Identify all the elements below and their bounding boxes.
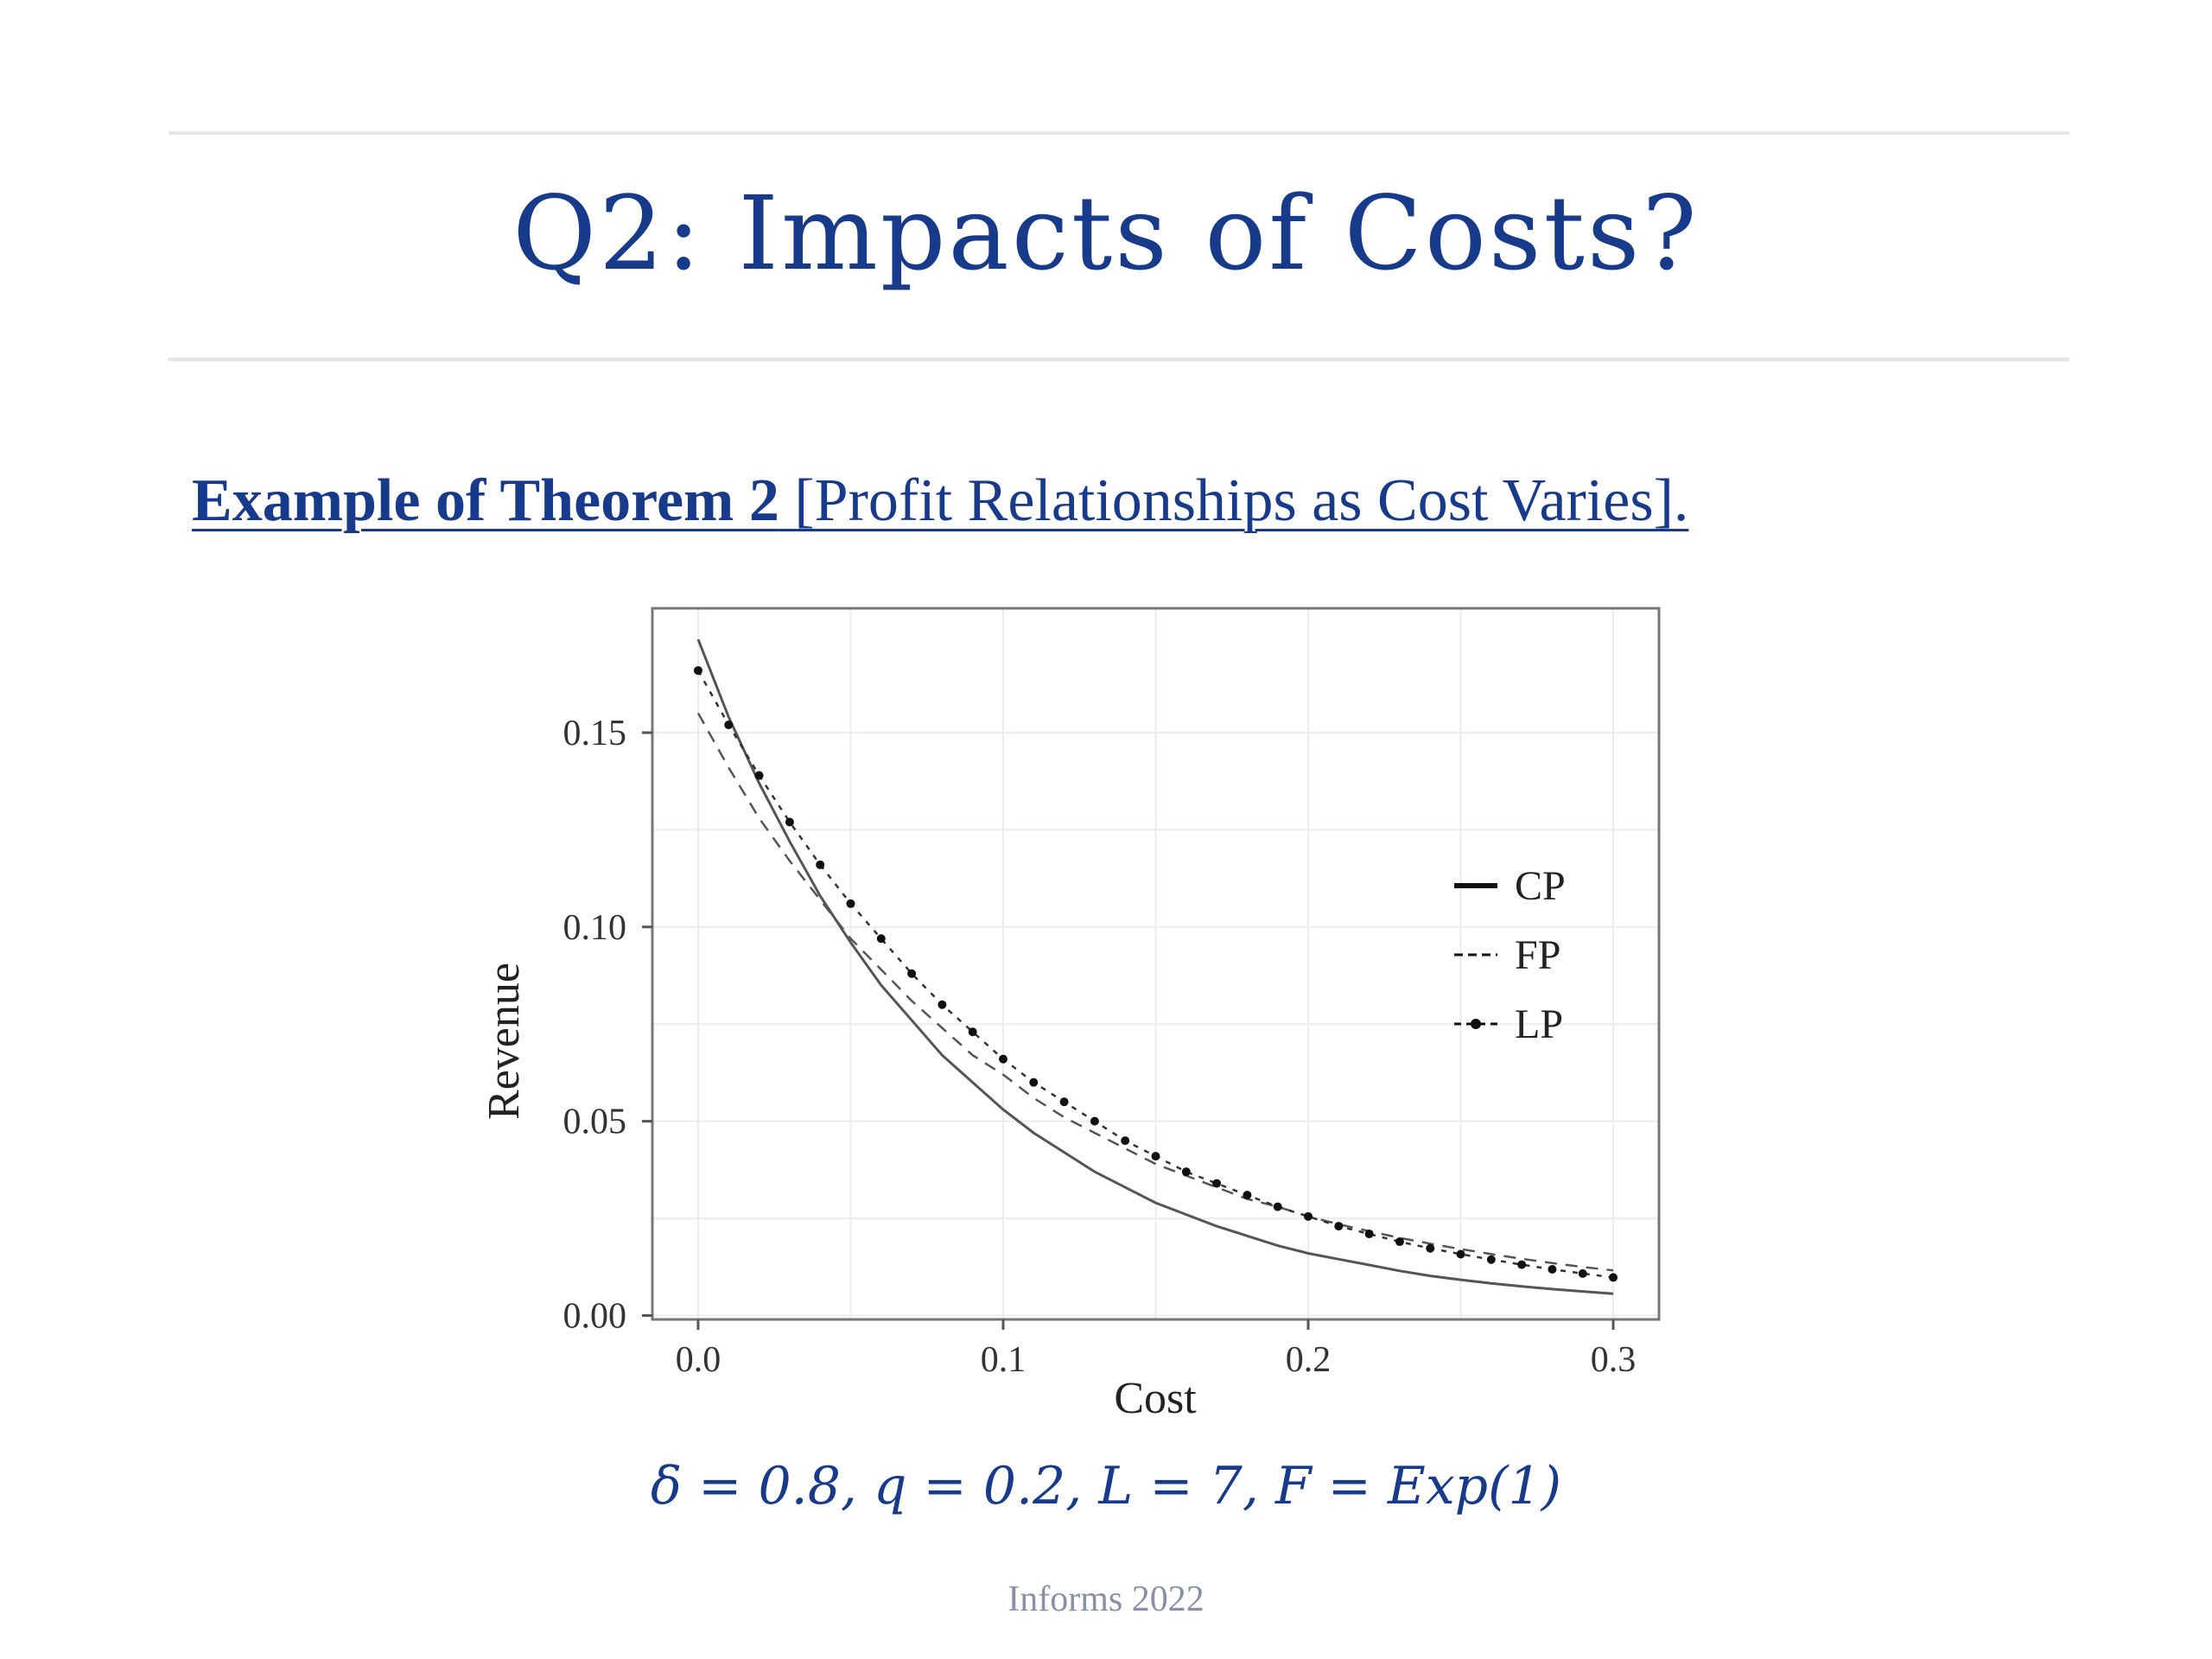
point-lp [1517,1260,1527,1269]
gridlines [652,608,1659,1319]
point-lp [754,771,764,780]
subtitle-bold: Example of Theorem 2 [192,467,779,534]
point-lp [1273,1202,1282,1211]
point-lp [1426,1243,1435,1253]
point-lp [1212,1179,1222,1188]
subtitle: Example of Theorem 2 [Profit Relationshi… [192,462,1688,540]
slide-title: Q2: Impacts of Costs? [512,174,1700,293]
plot-frame [651,607,1661,1321]
y-axis-label: Revenue [480,963,529,1120]
legend-label-fp: FP [1515,932,1560,978]
x-tick-label: 0.2 [1286,1340,1332,1380]
point-lp [1059,1097,1069,1107]
series-line-fp [696,712,1614,1272]
point-lp [1364,1230,1374,1239]
point-lp [785,817,794,827]
point-lp [1486,1255,1496,1264]
legend-label-cp: CP [1515,863,1566,909]
point-lp [1304,1211,1313,1221]
axis-ticks: 0.0 0.1 0.2 0.3 0.00 0.05 0.10 0.15 [563,714,1637,1380]
x-tick-label: 0.0 [676,1340,721,1380]
x-tick-label: 0.1 [981,1340,1027,1380]
point-lp [724,720,734,729]
y-tick-label: 0.10 [563,908,627,948]
point-lp [1548,1264,1557,1274]
footer-text: Informs 2022 [1007,1580,1205,1619]
y-tick-label: 0.00 [563,1297,627,1337]
parameter-line: δ = 0.8, q = 0.2, L = 7, F = Exp(1) [650,1456,1562,1516]
point-lp [1456,1249,1465,1259]
point-lp [1609,1273,1618,1282]
title-rule-top [168,131,2069,135]
point-lp [1090,1116,1099,1126]
point-lp [1121,1136,1130,1146]
point-lp [1243,1191,1252,1200]
subtitle-rest: [Profit Relationships as Cost Varies]. [779,467,1689,534]
y-tick-label: 0.05 [563,1103,627,1142]
x-tick-label: 0.3 [1591,1340,1637,1380]
point-lp [907,969,917,978]
title-rule-bottom [168,358,2069,361]
point-lp [1181,1167,1191,1177]
series-lines [693,639,1618,1295]
point-lp [816,860,825,869]
legend-label-lp: LP [1515,1001,1563,1047]
point-lp [938,1000,947,1009]
revenue-cost-chart: 0.0 0.1 0.2 0.3 0.00 0.05 0.10 0.15 Cost Revenu… [480,607,1661,1423]
point-lp [1151,1152,1160,1161]
point-lp [1395,1237,1404,1247]
y-tick-label: 0.15 [563,714,627,753]
point-lp [968,1027,977,1037]
point-lp [846,899,855,908]
series-line-cp [696,639,1614,1295]
legend-key-marker [1471,1019,1481,1029]
x-axis-label: Cost [1114,1374,1197,1423]
point-lp [998,1054,1007,1064]
legend: CP FP LP [1454,863,1566,1047]
point-lp [1578,1268,1587,1278]
point-lp [1334,1222,1344,1231]
point-lp [876,934,886,944]
point-lp [1029,1077,1039,1087]
point-lp [693,665,702,675]
